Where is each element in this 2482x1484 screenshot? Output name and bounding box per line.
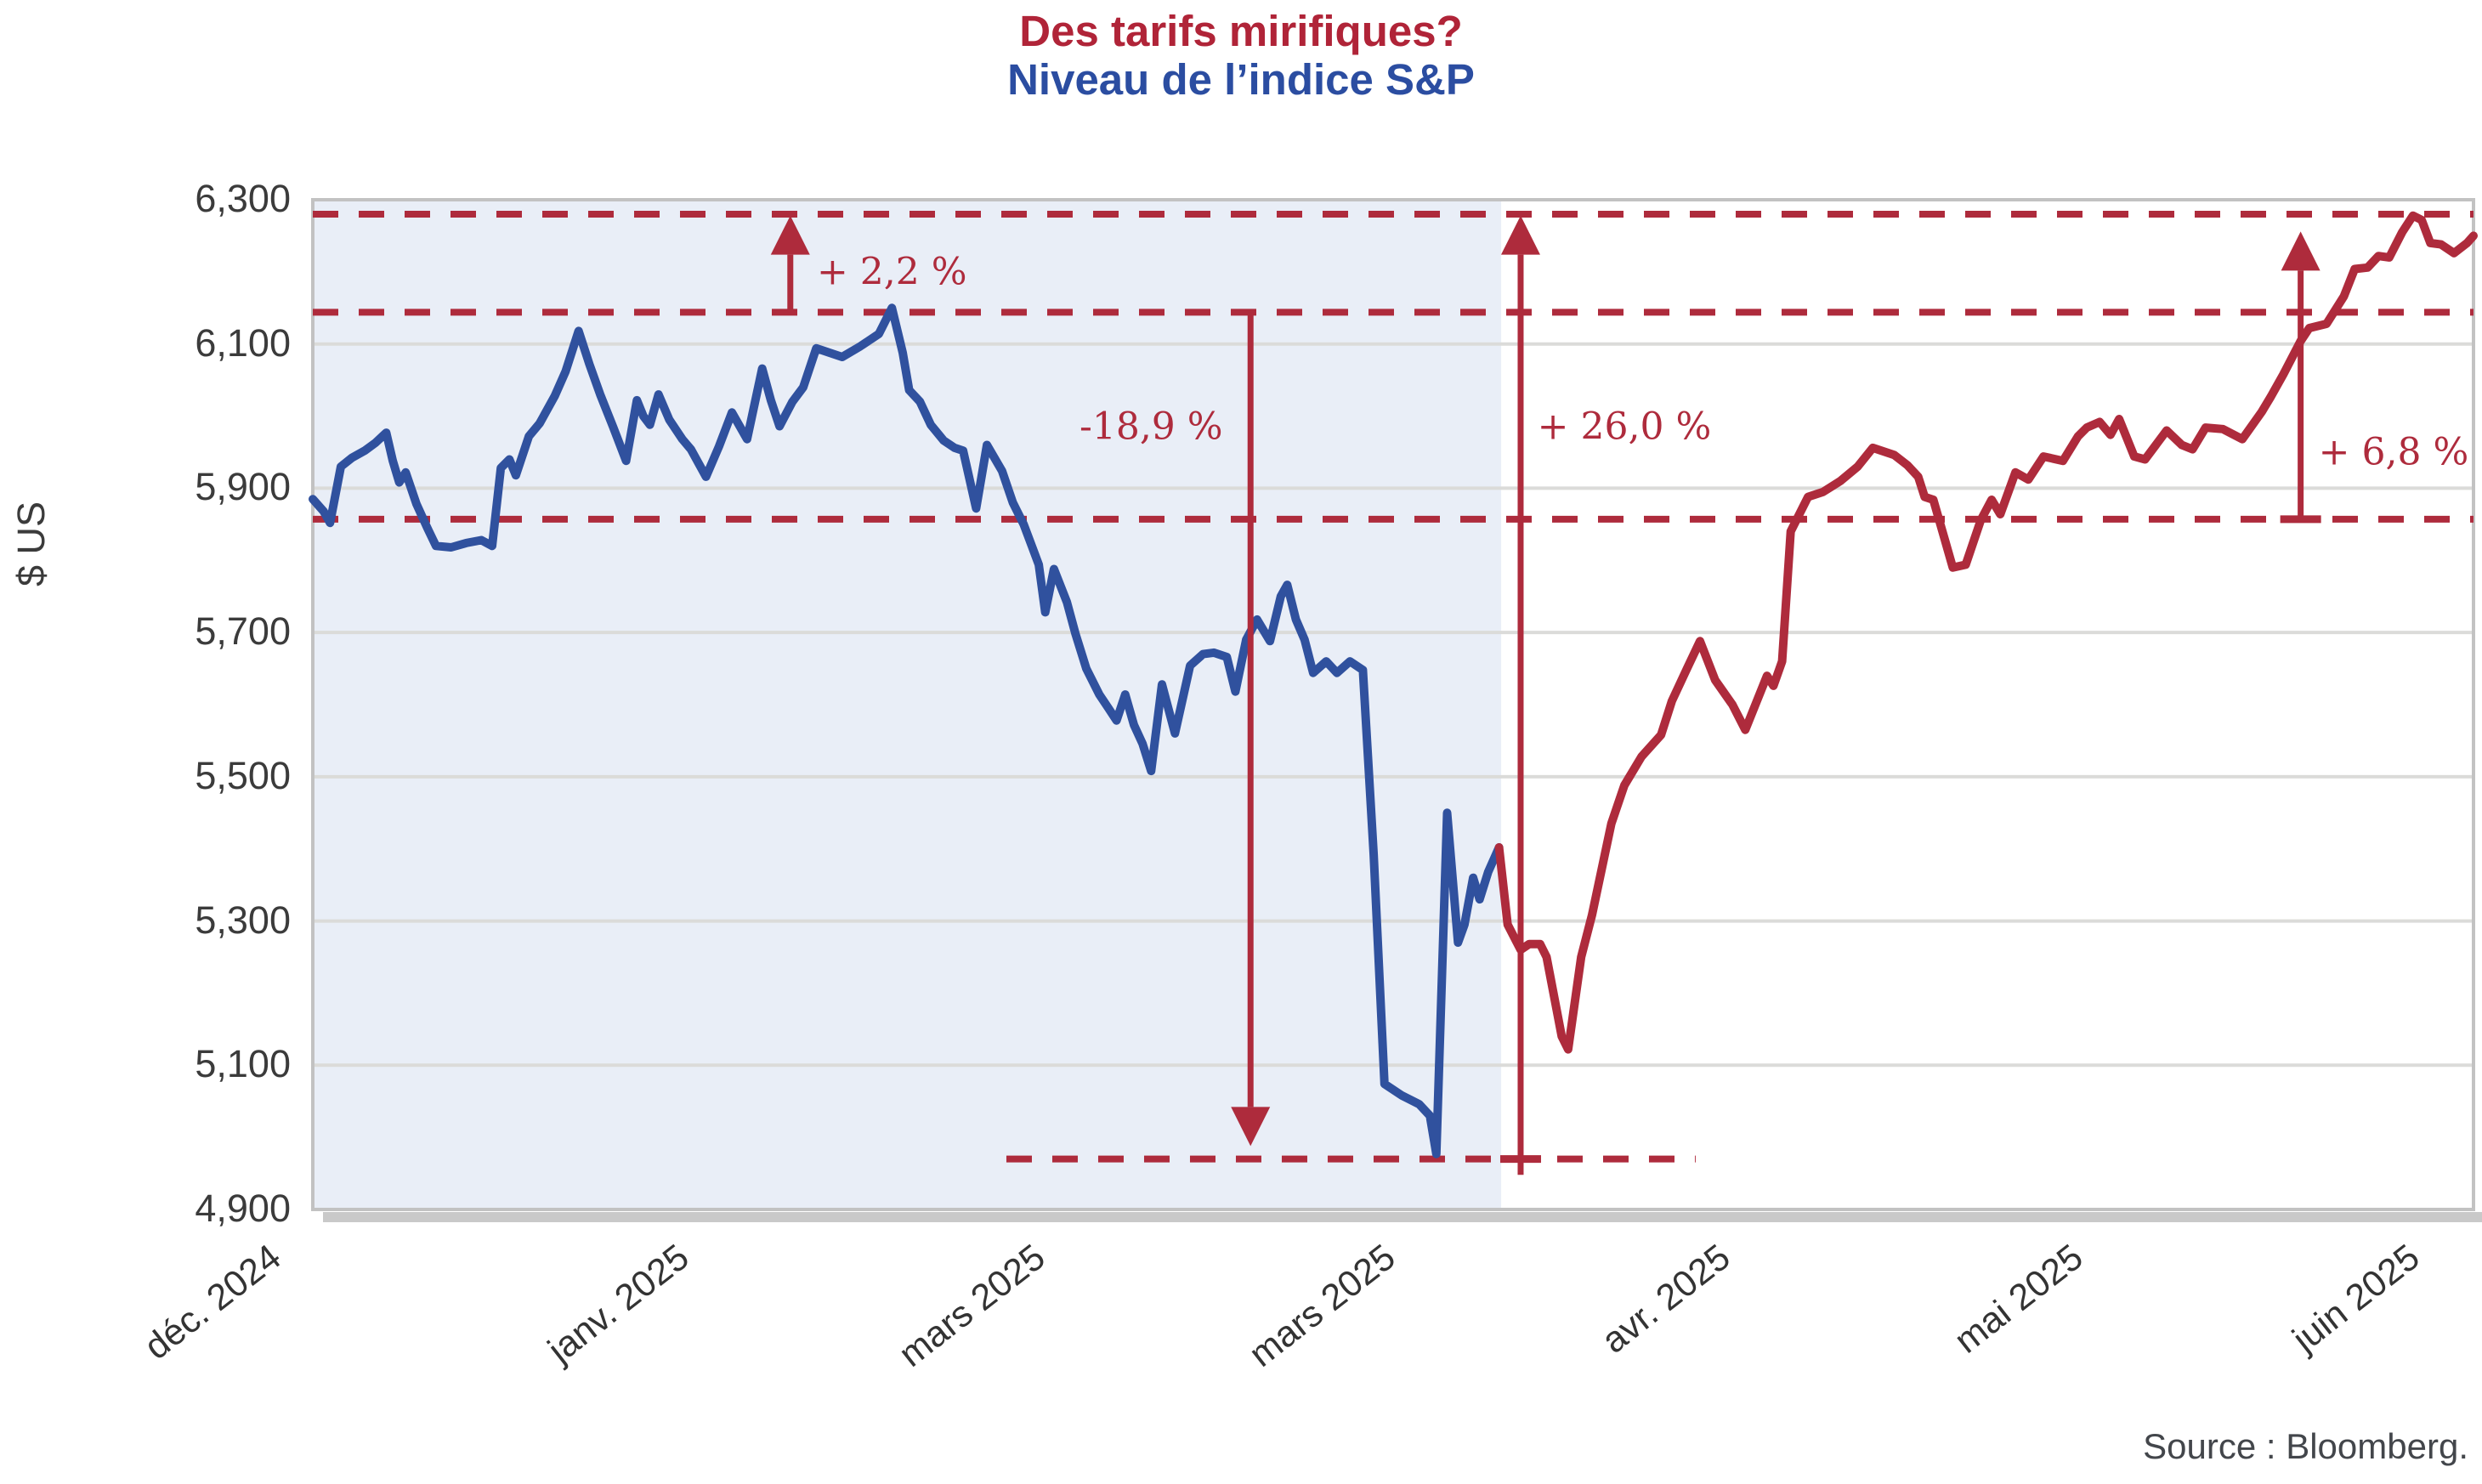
- arrow-head-0: [770, 215, 810, 255]
- y-tick-5700: 5,700: [195, 609, 291, 654]
- shaded-period-region: [313, 200, 1502, 1209]
- chart-titles: Des tarifs mirifiques? Niveau de l’indic…: [0, 7, 2482, 104]
- indice-sp-apres-tarifs-line: [1494, 211, 2478, 1054]
- y-tick-4900: 4,900: [195, 1187, 291, 1230]
- annotation-189: -18,9 %: [1079, 405, 1223, 449]
- indice-sp-avant-tarifs-line: [309, 303, 1504, 1158]
- y-tick-5300: 5,300: [195, 898, 291, 942]
- source-credit: Source : Bloomberg.: [2143, 1426, 2468, 1466]
- y-tick-5500: 5,500: [195, 753, 291, 797]
- y-tick-6300: 6,300: [195, 177, 291, 220]
- y-tick-6100: 6,100: [195, 320, 291, 365]
- y-tick-5100: 5,100: [195, 1042, 291, 1086]
- arrow-head-3: [2281, 231, 2320, 271]
- arrow-head-2: [1500, 215, 1540, 255]
- plot-border: [311, 198, 2475, 1211]
- chart-title: Des tarifs mirifiques?: [1019, 7, 1463, 55]
- plot-drop-shadow: [323, 1212, 2482, 1222]
- annotation-260: + 26,0 %: [1537, 405, 1712, 449]
- arrow-head-1: [1231, 1107, 1271, 1147]
- annotation-22: + 2,2 %: [816, 250, 967, 294]
- chart-subtitle: Niveau de l’indice S&P: [1007, 55, 1475, 105]
- annotation-68: + 6,8 %: [2318, 430, 2469, 474]
- y-tick-5900: 5,900: [195, 465, 291, 509]
- y-axis-title: $ US: [9, 501, 53, 587]
